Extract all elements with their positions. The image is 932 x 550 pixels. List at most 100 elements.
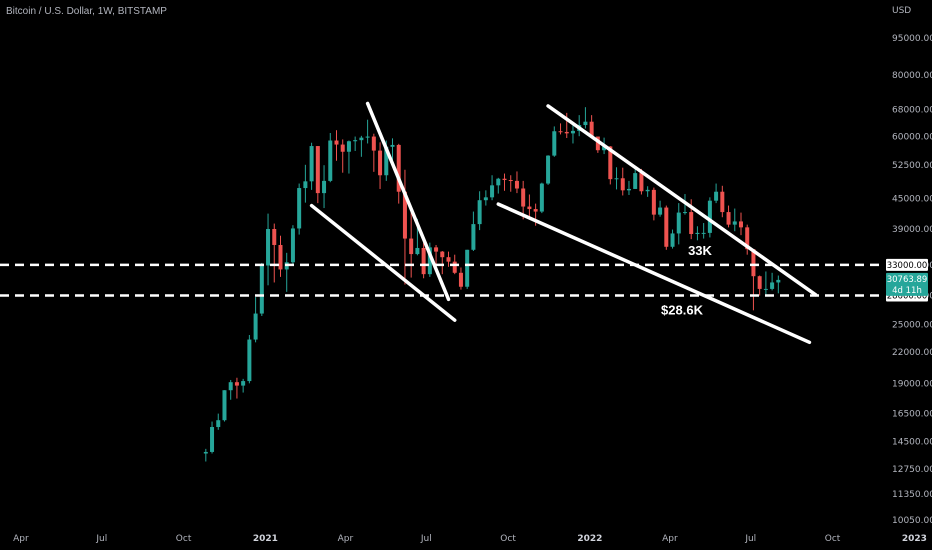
x-tick-label: Jul — [744, 534, 756, 544]
candle — [477, 191, 482, 231]
candle-body — [533, 209, 538, 212]
candle-body — [570, 130, 575, 134]
candle — [633, 168, 638, 189]
candle — [234, 377, 239, 399]
candle — [614, 167, 619, 190]
candle-body — [446, 257, 451, 262]
candle — [483, 190, 488, 206]
candle — [670, 229, 675, 249]
candle-body — [378, 150, 383, 176]
candle — [651, 187, 656, 221]
candle-body — [527, 206, 532, 210]
svg-text:30763.89: 30763.89 — [887, 275, 928, 285]
candle — [508, 175, 513, 192]
candle-body — [452, 261, 457, 273]
y-tick-label: 52500.00 — [892, 161, 932, 171]
candle-body — [465, 249, 470, 287]
level-price-tag: 33000.00 — [886, 258, 928, 271]
candle — [583, 107, 588, 129]
candle — [502, 173, 507, 191]
candle-body — [701, 232, 706, 234]
candle — [359, 135, 364, 157]
candle-body — [620, 178, 625, 191]
candle — [434, 244, 439, 267]
y-tick-label: 12750.00 — [892, 465, 932, 475]
candle-body — [521, 188, 526, 207]
candle-body — [309, 146, 314, 182]
svg-text:33000.00: 33000.00 — [887, 261, 928, 271]
candle — [371, 133, 376, 172]
candle — [396, 143, 401, 204]
y-tick-label: 95000.00 — [892, 34, 932, 44]
candle-body — [210, 427, 215, 452]
candle-body — [346, 141, 351, 152]
candle-body — [745, 227, 750, 250]
candle-body — [409, 238, 414, 255]
candle-body — [471, 224, 476, 250]
candle-body — [315, 146, 320, 194]
candle-body — [203, 451, 208, 454]
candle — [770, 272, 775, 291]
candle-body — [259, 265, 264, 314]
candle-body — [216, 420, 221, 428]
candle — [552, 126, 557, 157]
candle — [427, 242, 432, 277]
candle-body — [278, 244, 283, 270]
candle — [714, 183, 719, 204]
candle-body — [415, 247, 420, 255]
candle-body — [564, 131, 569, 134]
candle — [203, 448, 208, 462]
candle — [465, 249, 470, 289]
candle — [658, 200, 663, 217]
candle-body — [626, 188, 631, 191]
candle — [284, 252, 289, 292]
candle — [570, 123, 575, 144]
x-tick-label: Jul — [95, 534, 107, 544]
candle — [241, 378, 246, 393]
candle-body — [266, 229, 271, 266]
candle-body — [458, 272, 463, 287]
y-tick-label: 10050.00 — [892, 516, 932, 526]
candle — [228, 379, 233, 400]
candle-body — [340, 144, 345, 152]
candle — [259, 262, 264, 317]
candle-body — [689, 212, 694, 235]
candle — [608, 146, 613, 185]
candle-body — [558, 131, 563, 133]
y-tick-label: 45000.00 — [892, 194, 932, 204]
y-tick-label: 25000.00 — [892, 320, 932, 330]
candle — [266, 213, 271, 286]
candle-body — [402, 191, 407, 239]
candles-layer — [203, 107, 781, 462]
x-tick-label: Oct — [500, 534, 516, 544]
candle-body — [751, 249, 756, 277]
candle — [253, 297, 258, 343]
chart-title: Bitcoin / U.S. Dollar, 1W, BITSTAMP — [6, 6, 167, 17]
candle-body — [334, 140, 339, 145]
candle — [763, 271, 768, 295]
x-tick-label: 2021 — [253, 534, 278, 544]
candle-body — [651, 189, 656, 215]
candle-body — [726, 212, 731, 225]
y-tick-label: 60000.00 — [892, 133, 932, 143]
x-tick-label: Oct — [825, 534, 841, 544]
candle — [664, 205, 669, 250]
candle — [695, 226, 700, 241]
candle — [402, 169, 407, 285]
time-axis[interactable]: AprJulOct2021AprJulOct2022AprJulOct2023A… — [13, 534, 932, 544]
x-tick-label: 2022 — [577, 534, 602, 544]
candle-body — [328, 140, 333, 181]
candle-body — [589, 121, 594, 137]
candle-body — [359, 137, 364, 141]
candle-body — [384, 146, 389, 176]
candle-body — [241, 381, 246, 386]
candle-body — [222, 390, 227, 421]
candle-body — [322, 180, 327, 194]
y-tick-label: 68000.00 — [892, 106, 932, 116]
trendline-4 — [496, 202, 812, 345]
candle-body — [253, 313, 258, 340]
candle-body — [608, 146, 613, 180]
candle-body — [732, 221, 737, 225]
